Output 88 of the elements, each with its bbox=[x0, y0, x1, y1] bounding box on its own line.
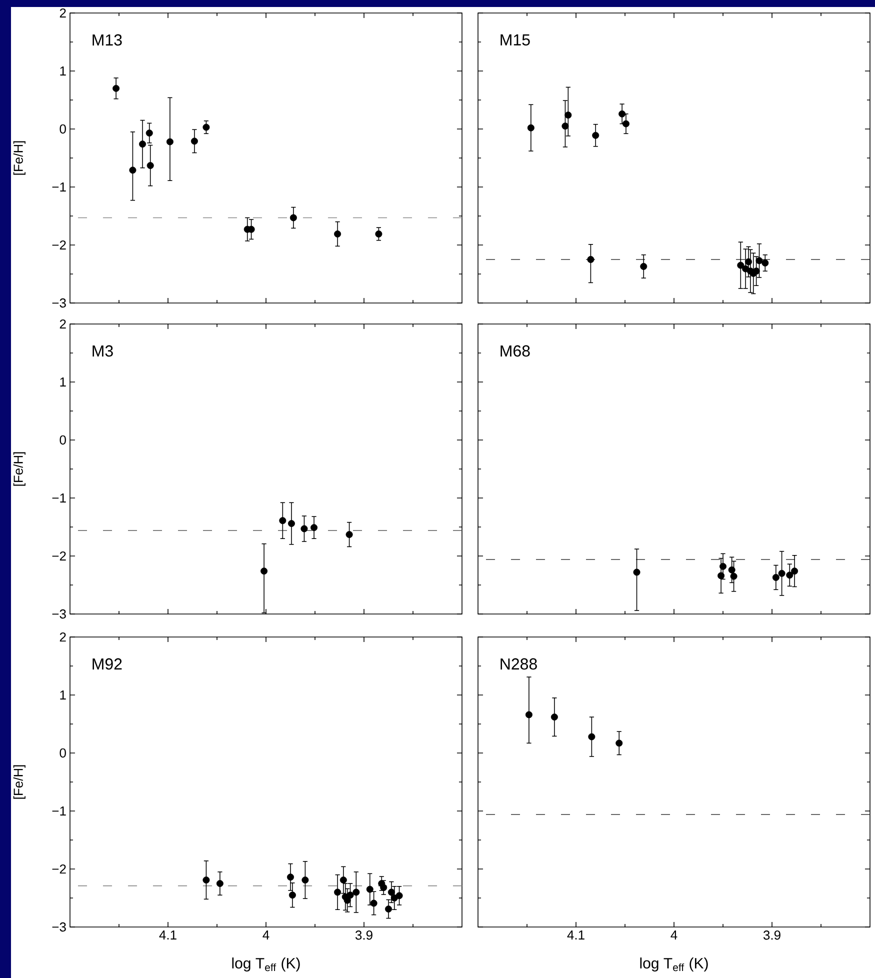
point bbox=[737, 262, 744, 269]
point bbox=[202, 124, 210, 131]
point bbox=[640, 262, 648, 270]
x-tick-label: 4 bbox=[670, 930, 678, 940]
point bbox=[778, 570, 786, 577]
y-tick-label: −2 bbox=[52, 864, 66, 874]
point bbox=[146, 130, 153, 137]
point bbox=[286, 874, 294, 881]
text: M3 bbox=[92, 345, 113, 357]
point bbox=[290, 214, 297, 222]
x-axis-title: log T$_{eff}$ (K) bbox=[232, 958, 300, 972]
point bbox=[388, 888, 395, 896]
point bbox=[633, 568, 640, 576]
point bbox=[310, 524, 318, 532]
point bbox=[396, 892, 403, 900]
point bbox=[300, 525, 308, 532]
point bbox=[791, 568, 798, 575]
text: N288 bbox=[500, 658, 537, 670]
point bbox=[744, 258, 752, 266]
point bbox=[288, 520, 295, 528]
point bbox=[384, 906, 392, 913]
point bbox=[202, 876, 210, 884]
point bbox=[587, 256, 594, 263]
point bbox=[334, 888, 342, 896]
x-tick-label: 4.1 bbox=[567, 930, 584, 940]
y-tick-label: −1 bbox=[52, 494, 66, 502]
point bbox=[588, 733, 596, 740]
point bbox=[366, 886, 374, 893]
y-tick-label: 2 bbox=[60, 319, 66, 329]
x-tick-label: 4.1 bbox=[159, 930, 176, 940]
y-tick-label: 2 bbox=[60, 632, 66, 642]
point bbox=[166, 138, 174, 146]
point bbox=[346, 531, 353, 538]
y-tick-label: −2 bbox=[52, 551, 66, 561]
y-tick-label: −3 bbox=[52, 298, 66, 308]
text: M92 bbox=[92, 658, 122, 670]
point bbox=[302, 876, 309, 884]
x-tick-label: 4 bbox=[262, 930, 270, 940]
y-axis-title: [Fe/H] bbox=[13, 141, 26, 175]
text: M13 bbox=[92, 34, 122, 46]
point bbox=[622, 120, 630, 128]
point bbox=[279, 517, 286, 524]
point bbox=[525, 711, 532, 718]
y-tick-label: −3 bbox=[52, 922, 66, 932]
point bbox=[129, 166, 136, 174]
point bbox=[772, 574, 780, 581]
point bbox=[260, 568, 268, 575]
point bbox=[190, 138, 198, 145]
y-tick-label: 0 bbox=[60, 748, 66, 758]
point bbox=[730, 572, 738, 580]
text: M15 bbox=[500, 34, 530, 46]
point bbox=[139, 140, 146, 148]
point bbox=[762, 259, 769, 266]
y-axis-title: [Fe/H] bbox=[13, 452, 26, 486]
point bbox=[370, 900, 378, 907]
point bbox=[786, 572, 794, 579]
x-tick-label: 3.9 bbox=[763, 930, 780, 940]
y-axis-title: [Fe/H] bbox=[13, 765, 26, 799]
point bbox=[375, 230, 382, 238]
y-tick-label: 2 bbox=[60, 8, 66, 18]
point bbox=[616, 740, 623, 747]
x-axis-title: log T$_{eff}$ (K) bbox=[640, 958, 708, 972]
point bbox=[550, 714, 558, 721]
point bbox=[112, 84, 120, 92]
point bbox=[618, 110, 626, 118]
point bbox=[720, 562, 726, 570]
text: M68 bbox=[500, 345, 530, 357]
y-tick-label: −2 bbox=[52, 240, 66, 250]
point bbox=[592, 132, 600, 139]
point bbox=[562, 122, 569, 130]
point bbox=[728, 566, 736, 574]
point bbox=[352, 888, 360, 896]
point bbox=[752, 268, 760, 275]
point bbox=[146, 162, 154, 170]
y-tick-label: 0 bbox=[60, 435, 66, 445]
point bbox=[334, 230, 342, 238]
y-tick-label: −1 bbox=[52, 806, 66, 816]
y-tick-label: 1 bbox=[60, 66, 66, 76]
x-tick-label: 3.9 bbox=[355, 930, 372, 940]
y-tick-label: 0 bbox=[60, 124, 66, 134]
y-tick-label: −3 bbox=[52, 609, 66, 619]
point bbox=[564, 112, 572, 119]
point bbox=[216, 880, 224, 887]
y-tick-label: 1 bbox=[60, 690, 66, 700]
point bbox=[346, 892, 354, 899]
y-tick-label: 1 bbox=[60, 378, 66, 386]
point bbox=[527, 124, 534, 132]
y-tick-label: −1 bbox=[52, 182, 66, 192]
